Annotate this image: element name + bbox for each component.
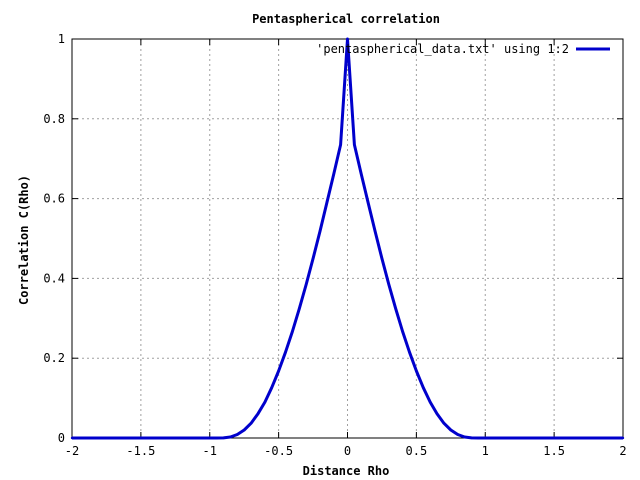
data-point — [456, 433, 459, 436]
data-point — [422, 386, 425, 389]
x-tick-label: 1 — [482, 444, 489, 458]
data-point — [429, 400, 432, 404]
x-tick-label: 1.5 — [543, 444, 565, 458]
data-point — [449, 428, 452, 432]
y-tick-label: 0.8 — [43, 112, 65, 126]
data-point — [291, 330, 294, 333]
data-point — [270, 386, 273, 389]
series-layer — [70, 37, 625, 440]
data-point — [318, 230, 322, 233]
data-point — [298, 307, 301, 310]
data-point — [284, 351, 287, 354]
data-point — [305, 283, 308, 286]
data-point — [367, 201, 370, 205]
data-point — [484, 436, 487, 440]
data-point — [249, 422, 253, 425]
data-point — [243, 428, 246, 432]
grid — [72, 39, 623, 438]
data-point — [415, 369, 418, 373]
data-point — [208, 436, 211, 440]
x-tick-label: 0 — [344, 444, 351, 458]
data-point — [435, 412, 439, 415]
x-tick-label: 2 — [619, 444, 626, 458]
data-point — [236, 433, 239, 436]
y-tick-label: 0.4 — [43, 271, 65, 285]
data-point — [380, 257, 384, 260]
data-point — [477, 436, 480, 440]
data-point — [442, 422, 446, 425]
data-point — [353, 143, 356, 146]
series-line — [72, 37, 623, 440]
y-tick-label: 0 — [58, 431, 65, 445]
data-point — [394, 307, 397, 310]
y-tick-label: 0.6 — [43, 192, 65, 206]
y-axis-label: Correlation C(Rho) — [17, 175, 31, 305]
x-tick-label: 0.5 — [406, 444, 428, 458]
y-tick-label: 0.2 — [43, 351, 65, 365]
data-point — [256, 412, 260, 415]
data-point — [325, 201, 328, 205]
data-point — [229, 435, 232, 439]
data-point — [215, 436, 218, 440]
axis-ticks: -2 -1.5 -1 -0.5 0 0.5 1 1.5 2 0 0.2 0.4 0.6 0.8 1 — [43, 32, 626, 458]
data-point — [70, 436, 74, 440]
y-tick-label: 1 — [58, 32, 65, 46]
data-point — [408, 351, 411, 354]
data-point — [277, 369, 280, 373]
data-point — [387, 283, 390, 286]
x-tick-label: -2 — [65, 444, 79, 458]
data-point — [373, 230, 377, 233]
data-point — [346, 37, 349, 41]
x-tick-label: -1.5 — [126, 444, 155, 458]
data-point — [222, 436, 225, 440]
data-point — [470, 436, 473, 440]
data-point — [621, 436, 625, 440]
x-tick-label: -0.5 — [264, 444, 293, 458]
data-point — [401, 330, 404, 333]
plot-frame — [71, 38, 624, 439]
legend-label: 'pentaspherical_data.txt' using 1:2 — [316, 42, 569, 56]
data-point — [360, 173, 363, 176]
data-point — [332, 173, 335, 176]
data-point — [463, 435, 466, 439]
data-point — [339, 143, 342, 146]
x-axis-label: Distance Rho — [303, 464, 390, 478]
x-tick-label: -1 — [203, 444, 217, 458]
chart-title: Pentaspherical correlation — [252, 12, 440, 26]
data-point — [263, 400, 267, 404]
data-point — [311, 257, 315, 260]
legend: 'pentaspherical_data.txt' using 1:2 — [316, 42, 610, 56]
